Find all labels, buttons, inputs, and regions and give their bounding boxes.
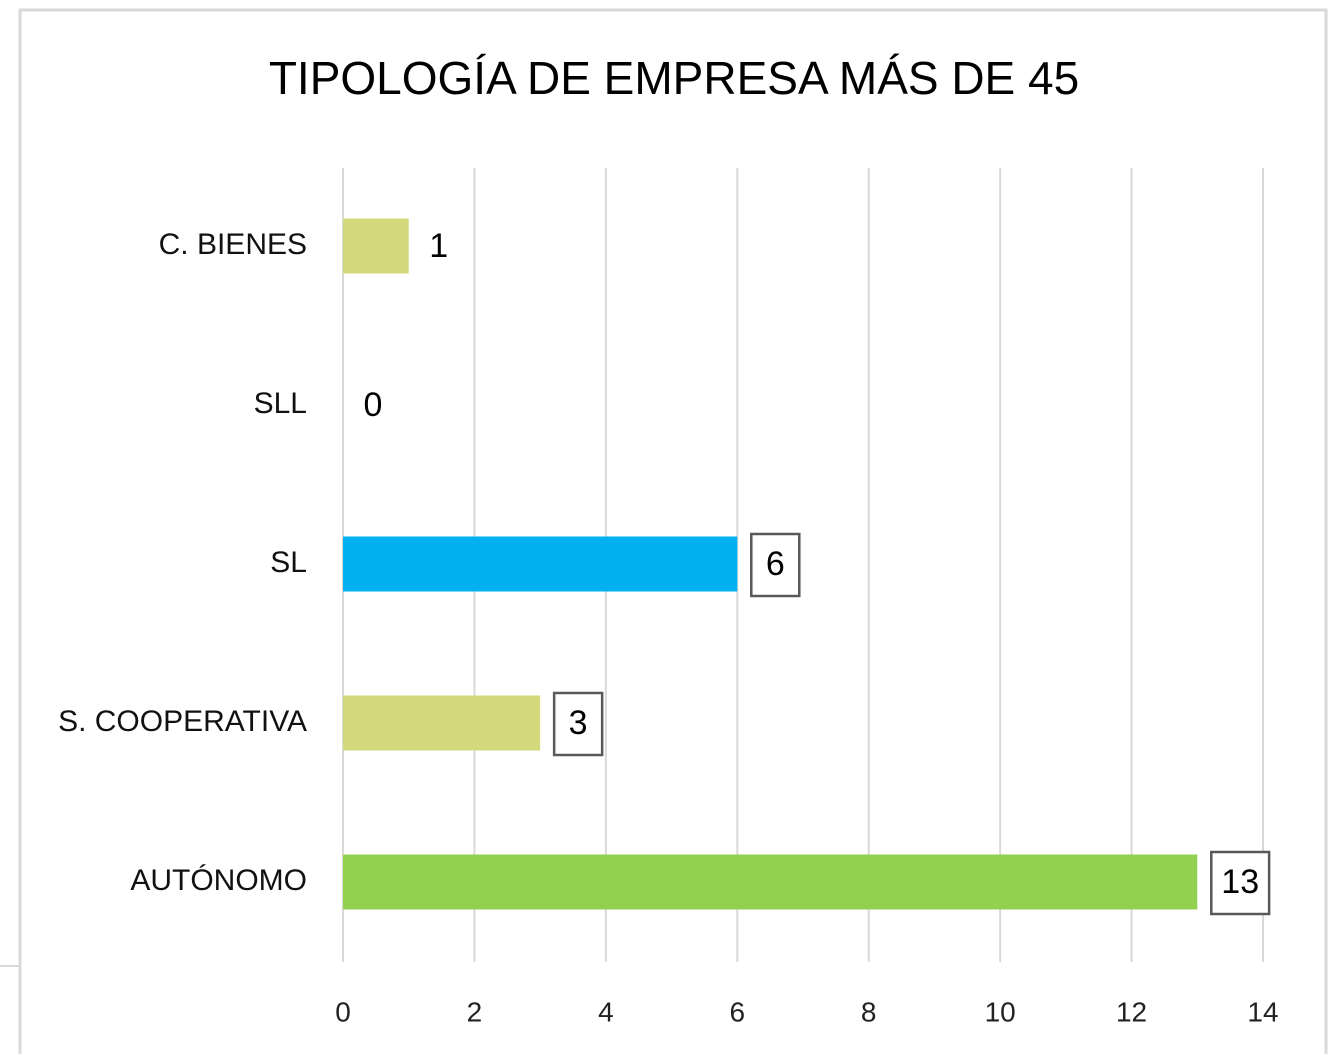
x-tick-label: 4: [598, 996, 614, 1027]
x-tick-label: 14: [1247, 996, 1278, 1027]
y-tick-label: S. COOPERATIVA: [58, 705, 307, 738]
data-label-box: [552, 691, 604, 757]
x-tick-label: 10: [985, 996, 1016, 1027]
data-label: 6: [766, 545, 785, 583]
data-label: 13: [1221, 863, 1259, 901]
y-tick-label: SL: [270, 546, 307, 579]
y-tick-label: SLL: [254, 387, 307, 420]
data-label: 3: [569, 704, 588, 742]
bar: [343, 854, 1198, 910]
data-label-box: [1210, 850, 1271, 916]
x-tick-label: 8: [861, 996, 877, 1027]
y-tick-label: AUTÓNOMO: [130, 864, 307, 897]
x-tick-label: 12: [1116, 996, 1147, 1027]
chart-title: TIPOLOGÍA DE EMPRESA MÁS DE 45: [269, 52, 1079, 104]
data-label-box: [750, 532, 801, 598]
x-tick-label: 0: [335, 996, 351, 1027]
data-label: 1: [429, 227, 448, 265]
bar: [343, 695, 541, 751]
x-tick-label: 6: [729, 996, 745, 1027]
data-label: 0: [364, 386, 383, 424]
x-tick-label: 2: [467, 996, 483, 1027]
bar: [343, 536, 738, 592]
bar: [343, 218, 409, 274]
y-tick-label: C. BIENES: [159, 228, 307, 261]
